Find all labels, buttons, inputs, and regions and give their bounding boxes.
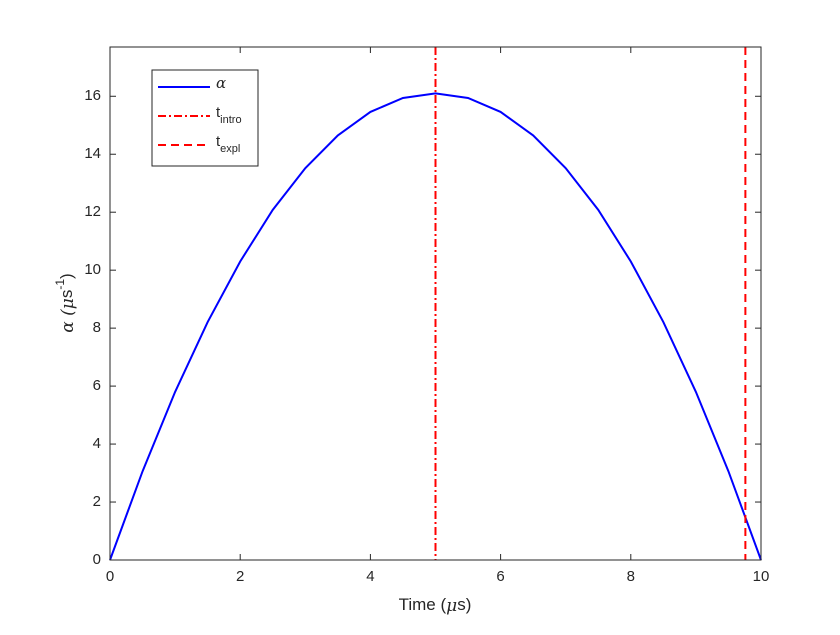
y-tick-label: 6 (93, 377, 101, 394)
x-tick-label: 4 (366, 568, 374, 585)
legend-sub: expl (220, 143, 240, 155)
y-tick-label: 12 (84, 203, 101, 220)
legend-label: α (216, 74, 226, 92)
x-tick-label: 0 (106, 568, 114, 585)
y-tick-label: 8 (93, 319, 101, 336)
y-axis-label: α (μs-1) (53, 273, 77, 332)
x-tick-label: 2 (236, 568, 244, 585)
legend-sub: intro (220, 114, 241, 126)
x-tick-label: 10 (753, 568, 770, 585)
legend-label: tintro (216, 104, 242, 126)
y-tick-label: 10 (84, 261, 101, 278)
y-tick-label: 4 (93, 435, 101, 452)
y-tick-label: 0 (93, 551, 101, 568)
data-line (109, 92, 762, 561)
x-label-mu: μ (446, 596, 457, 616)
y-label-mu: μ (58, 298, 78, 309)
legend-label: texpl (216, 133, 240, 155)
x-tick-label: 6 (496, 568, 504, 585)
x-tick-label: 8 (627, 568, 635, 585)
legend-name: α (216, 74, 226, 92)
y-tick-label: 16 (84, 87, 101, 104)
legend-name: t (216, 104, 221, 121)
y-tick-label: 2 (93, 493, 101, 510)
axes-box (109, 46, 762, 561)
legend-box (151, 69, 259, 167)
legend-name: t (216, 133, 221, 150)
x-label-end: s) (457, 595, 471, 614)
y-label-text: α ( (58, 309, 78, 333)
y-label-end: ) (57, 273, 76, 279)
x-label-text: Time ( (399, 595, 447, 614)
y-tick-label: 14 (84, 145, 101, 162)
y-label-sup: -1 (53, 279, 67, 290)
x-axis-label: Time (μs) (399, 595, 472, 615)
y-label-mid: s (57, 290, 76, 299)
